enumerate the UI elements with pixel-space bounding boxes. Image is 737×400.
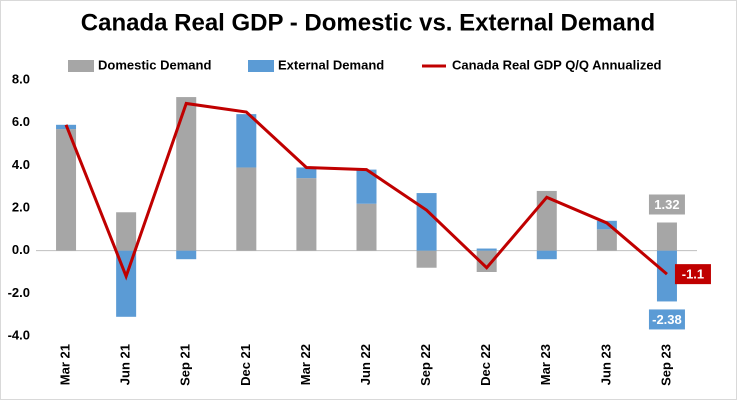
x-tick-label: Dec 22 <box>478 344 493 386</box>
x-tick-label: Jun 23 <box>598 344 613 385</box>
data-label: -1.1 <box>682 267 704 282</box>
data-label: 1.32 <box>654 197 679 212</box>
x-tick-label: Jun 22 <box>358 344 373 385</box>
bar <box>536 190 557 251</box>
bar <box>596 229 617 251</box>
legend-label: External Demand <box>278 57 384 72</box>
bar <box>476 248 497 251</box>
legend-label: Domestic Demand <box>98 57 211 72</box>
chart-title: Canada Real GDP - Domestic vs. External … <box>81 9 655 36</box>
y-tick-label: 0.0 <box>12 242 30 257</box>
x-tick-label: Sep 23 <box>658 344 673 386</box>
bar <box>416 250 437 268</box>
bar <box>476 250 497 272</box>
x-tick-label: Mar 21 <box>57 344 72 385</box>
data-label-box <box>648 194 685 215</box>
y-tick-label: -2.0 <box>8 285 30 300</box>
y-tick-label: 2.0 <box>12 199 30 214</box>
bar <box>56 129 77 251</box>
bar <box>536 250 557 260</box>
bar <box>656 250 677 302</box>
data-label: -2.38 <box>652 312 682 327</box>
bar <box>296 167 317 179</box>
bar <box>356 203 377 251</box>
line <box>64 101 668 281</box>
legend-swatch <box>248 60 274 72</box>
y-tick-label: -4.0 <box>8 327 30 342</box>
x-tick-label: Sep 22 <box>418 344 433 386</box>
bar <box>296 178 317 251</box>
y-tick-label: 8.0 <box>12 71 30 86</box>
bar <box>236 114 257 168</box>
bar <box>236 167 257 251</box>
x-tick-label: Sep 21 <box>178 344 193 386</box>
bar <box>596 220 617 230</box>
bar <box>656 222 677 251</box>
x-tick-label: Jun 21 <box>118 344 133 385</box>
legend-label: Canada Real GDP Q/Q Annualized <box>452 57 662 72</box>
x-tick-label: Mar 22 <box>298 344 313 385</box>
bar <box>416 193 437 251</box>
x-tick-label: Dec 21 <box>238 344 253 386</box>
x-tick-label: Mar 23 <box>538 344 553 385</box>
bar <box>176 97 197 251</box>
y-tick-label: 6.0 <box>12 114 30 129</box>
data-label-box <box>648 309 685 330</box>
y-tick-label: 4.0 <box>12 157 30 172</box>
bar <box>116 212 137 251</box>
bar <box>176 250 197 260</box>
legend-swatch <box>68 60 94 72</box>
bar <box>356 169 377 204</box>
data-label-box <box>674 264 711 285</box>
